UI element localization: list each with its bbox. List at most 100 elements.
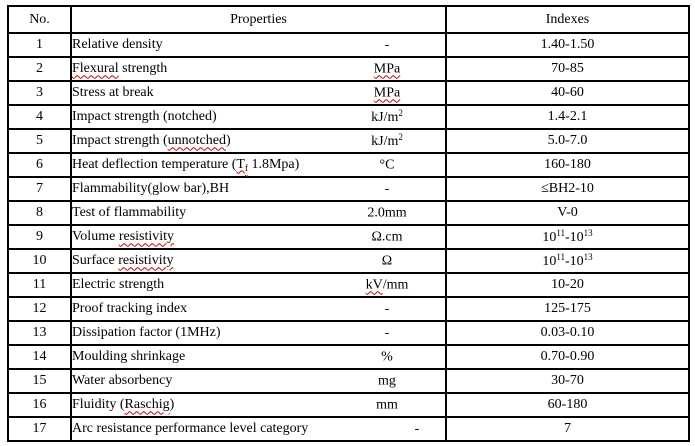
row-number: 2: [7, 56, 72, 82]
row-number: 6: [7, 152, 72, 178]
index-value: 1011-1013: [445, 224, 690, 250]
property-unit: MPa: [373, 85, 401, 101]
row-number: 10: [7, 248, 72, 274]
property-unit: Ω: [381, 253, 393, 269]
property-name: Heat deflection temperature (Tf 1.8Mpa): [72, 156, 300, 173]
property-cell: Electric strength kV/mm: [70, 272, 447, 298]
property-name: Arc resistance performance level categor…: [72, 421, 309, 437]
index-value: 70-85: [445, 56, 690, 82]
row-number: 7: [7, 176, 72, 202]
index-value: 125-175: [445, 296, 690, 322]
property-cell: Flexural strength MPa: [70, 56, 447, 82]
row-number: 5: [7, 128, 72, 154]
property-name: Relative density: [72, 37, 163, 53]
index-value: 7: [445, 416, 690, 442]
property-cell: Relative density -: [70, 32, 447, 58]
properties-indexes-table: No. Properties Indexes 1 Relative densit…: [7, 5, 690, 442]
property-unit: mm: [376, 397, 398, 413]
table-row: 11 Electric strength kV/mm 10-20: [7, 272, 690, 298]
table-row: 4 Impact strength (notched) kJ/m2 1.4-2.…: [7, 104, 690, 130]
property-cell: Test of flammability 2.0mm: [70, 200, 447, 226]
property-name: Stress at break: [72, 85, 154, 101]
property-name: Test of flammability: [72, 205, 187, 221]
property-name: Volume resistivity: [72, 229, 175, 245]
row-number: 17: [7, 416, 72, 442]
property-name: Flexural strength: [72, 61, 168, 77]
index-value: 0.03-0.10: [445, 320, 690, 346]
header-row: No. Properties Indexes: [7, 5, 690, 34]
property-name: Moulding shrinkage: [72, 349, 186, 365]
property-unit: kJ/m2: [371, 107, 403, 125]
property-name: Proof tracking index: [72, 301, 188, 317]
row-number: 14: [7, 344, 72, 370]
table-row: 6 Heat deflection temperature (Tf 1.8Mpa…: [7, 152, 690, 178]
property-cell: Dissipation factor (1MHz) -: [70, 320, 447, 346]
property-unit: %: [381, 349, 393, 365]
index-value: V-0: [445, 200, 690, 226]
row-number: 12: [7, 296, 72, 322]
property-name: Fluidity (Raschig): [72, 397, 175, 413]
row-number: 13: [7, 320, 72, 346]
index-value: 5.0-7.0: [445, 128, 690, 154]
table-row: 1 Relative density - 1.40-1.50: [7, 32, 690, 58]
table-row: 15 Water absorbency mg 30-70: [7, 368, 690, 394]
property-cell: Stress at break MPa: [70, 80, 447, 106]
row-number: 11: [7, 272, 72, 298]
property-unit: -: [414, 421, 420, 437]
row-number: 15: [7, 368, 72, 394]
property-unit: 2.0mm: [367, 205, 407, 221]
table-row: 8 Test of flammability 2.0mm V-0: [7, 200, 690, 226]
property-unit: -: [384, 181, 390, 197]
property-cell: Flammability(glow bar),BH -: [70, 176, 447, 202]
column-header-indexes: Indexes: [445, 5, 690, 34]
row-number: 4: [7, 104, 72, 130]
index-value: 60-180: [445, 392, 690, 418]
table-row: 13 Dissipation factor (1MHz) - 0.03-0.10: [7, 320, 690, 346]
index-value: 30-70: [445, 368, 690, 394]
column-header-properties: Properties: [70, 5, 447, 34]
property-unit: kJ/m2: [371, 131, 403, 149]
property-cell: Impact strength (notched) kJ/m2: [70, 104, 447, 130]
table-row: 5 Impact strength (unnotched) kJ/m2 5.0-…: [7, 128, 690, 154]
property-cell: Volume resistivity Ω.cm: [70, 224, 447, 250]
property-name: Impact strength (notched): [72, 109, 217, 125]
index-value: 160-180: [445, 152, 690, 178]
index-value: 0.70-0.90: [445, 344, 690, 370]
property-name: Dissipation factor (1MHz): [72, 325, 221, 341]
table-row: 14 Moulding shrinkage % 0.70-0.90: [7, 344, 690, 370]
property-name: Flammability(glow bar),BH: [72, 181, 230, 197]
property-cell: Impact strength (unnotched) kJ/m2: [70, 128, 447, 154]
property-cell: Water absorbency mg: [70, 368, 447, 394]
property-cell: Moulding shrinkage %: [70, 344, 447, 370]
index-value: 1.40-1.50: [445, 32, 690, 58]
table-row: 7 Flammability(glow bar),BH - ≤BH2-10: [7, 176, 690, 202]
property-unit: kV/mm: [365, 277, 409, 293]
index-value: ≤BH2-10: [445, 176, 690, 202]
property-unit: -: [384, 37, 390, 53]
index-value: 1011-1013: [445, 248, 690, 274]
property-cell: Proof tracking index -: [70, 296, 447, 322]
property-name: Water absorbency: [72, 373, 173, 389]
table-row: 9 Volume resistivity Ω.cm 1011-1013: [7, 224, 690, 250]
property-cell: Arc resistance performance level categor…: [70, 416, 447, 442]
table-row: 16 Fluidity (Raschig) mm 60-180: [7, 392, 690, 418]
property-unit: -: [384, 325, 390, 341]
property-cell: Fluidity (Raschig) mm: [70, 392, 447, 418]
table-row: 12 Proof tracking index - 125-175: [7, 296, 690, 322]
table-row: 10 Surface resistivity Ω 1011-1013: [7, 248, 690, 274]
property-unit: -: [384, 301, 390, 317]
row-number: 8: [7, 200, 72, 226]
row-number: 3: [7, 80, 72, 106]
property-name: Surface resistivity: [72, 253, 174, 269]
property-unit: mg: [378, 373, 396, 389]
column-header-no: No.: [7, 5, 72, 34]
table-row: 3 Stress at break MPa 40-60: [7, 80, 690, 106]
property-unit: MPa: [373, 61, 401, 77]
row-number: 1: [7, 32, 72, 58]
property-unit: Ω.cm: [371, 229, 403, 245]
index-value: 1.4-2.1: [445, 104, 690, 130]
property-cell: Heat deflection temperature (Tf 1.8Mpa) …: [70, 152, 447, 178]
property-name: Electric strength: [72, 277, 165, 293]
property-cell: Surface resistivity Ω: [70, 248, 447, 274]
